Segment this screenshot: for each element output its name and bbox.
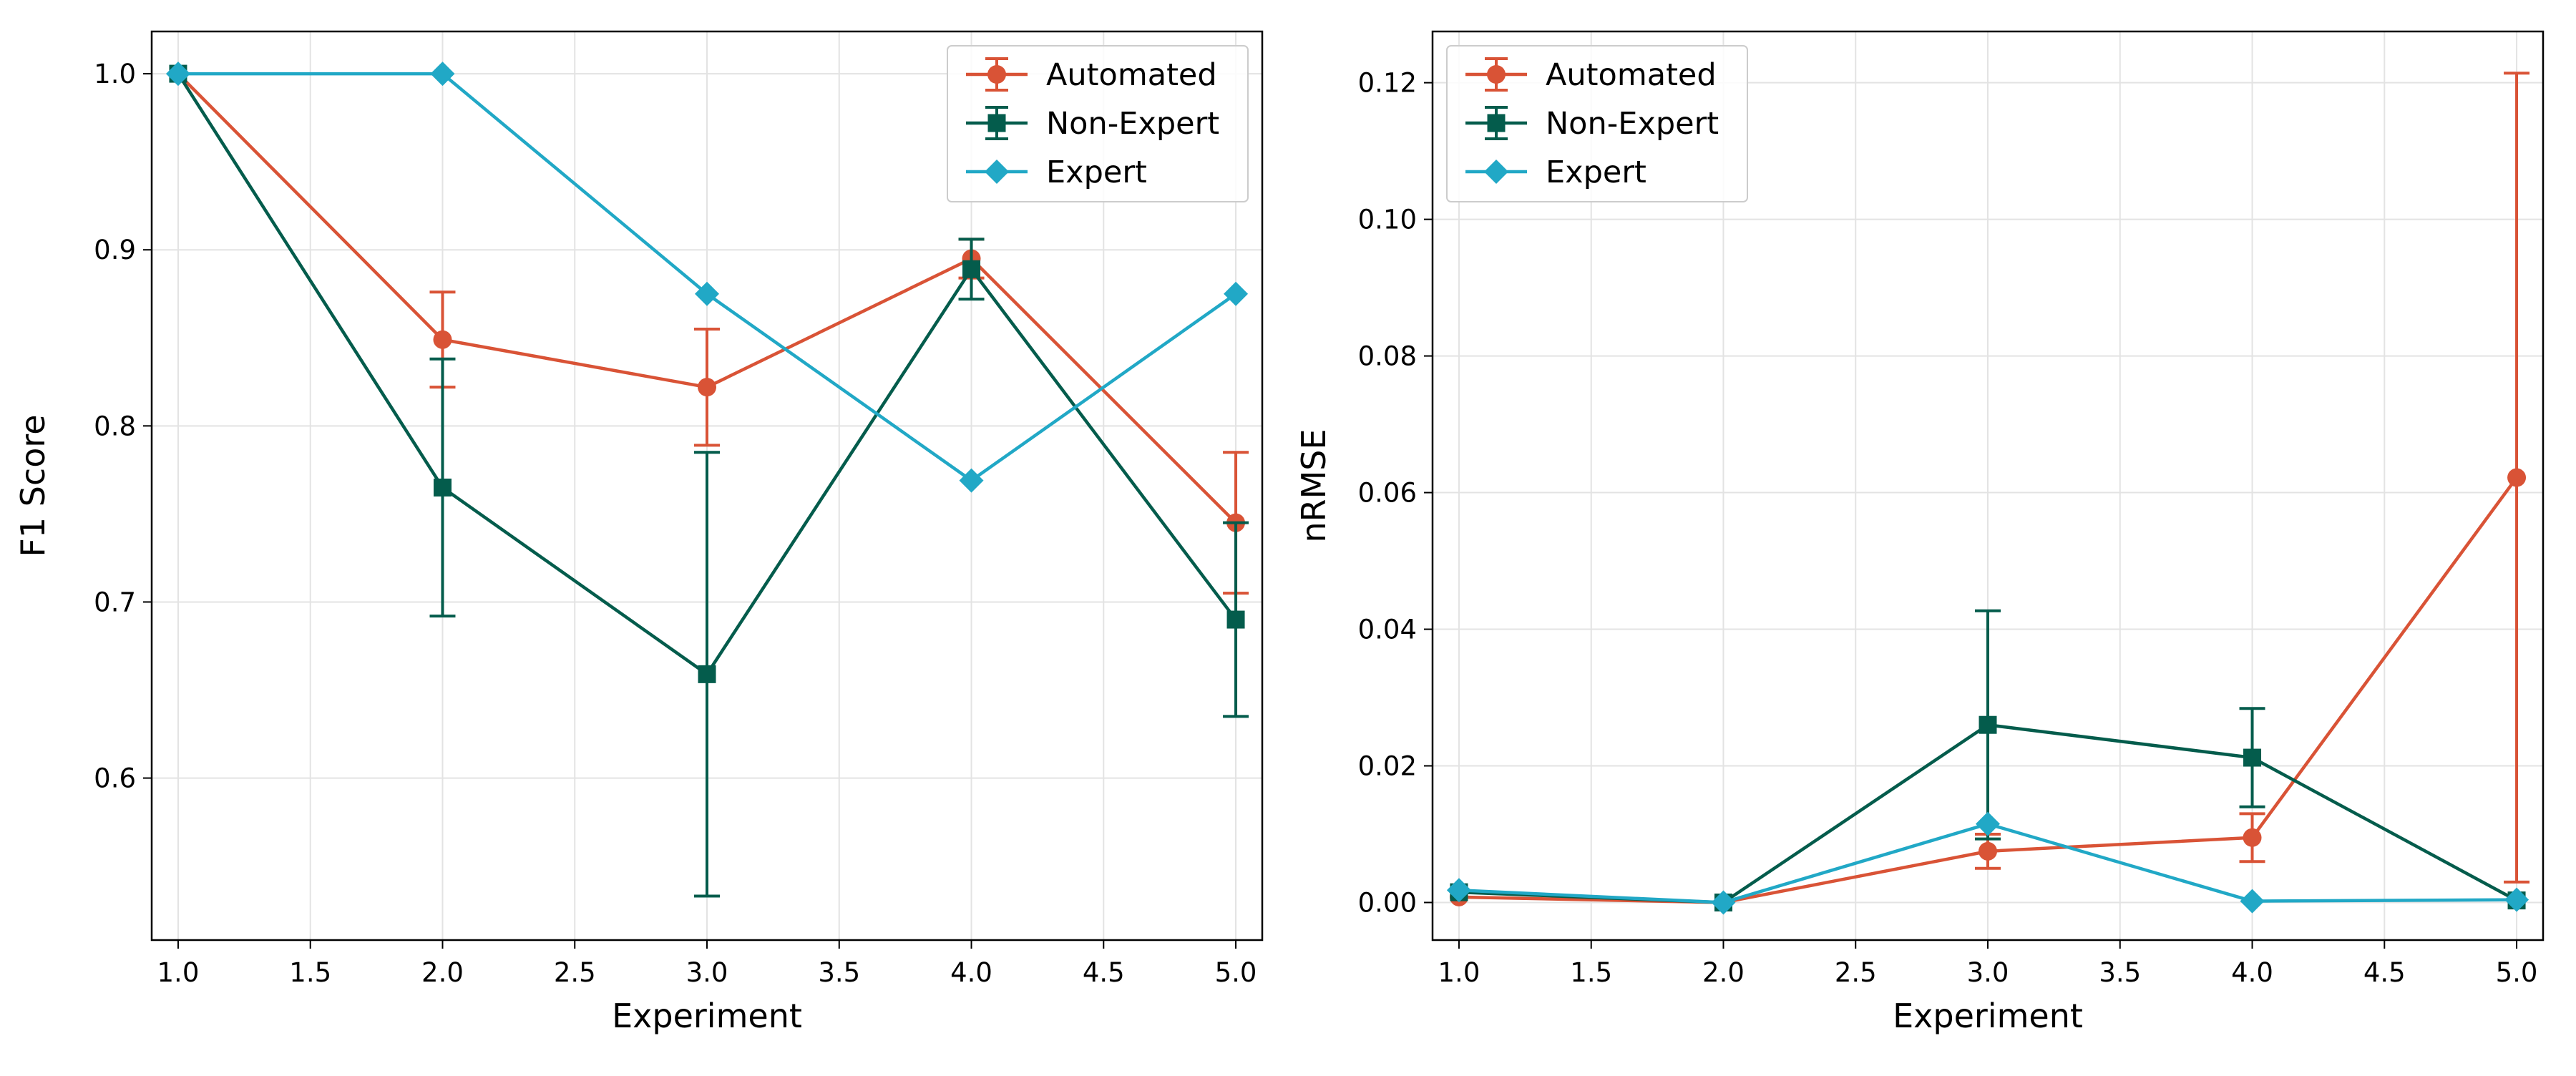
data-point [959, 468, 984, 493]
x-tick-label: 4.5 [2363, 957, 2406, 988]
x-tick-label: 1.5 [1570, 957, 1612, 988]
y-tick-label: 0.02 [1358, 751, 1417, 782]
series-expert [165, 62, 1249, 493]
data-point [1979, 841, 1997, 861]
chart-panel-2: 1.0 1.5 2.0 2.5 3.0 3.5 4.0 4.5 5.0 0.00 0.02 0.04 0… [1294, 30, 2545, 1035]
x-tick-label: 3.0 [686, 957, 728, 988]
data-point [2507, 468, 2527, 487]
x-axis-label: Experiment [612, 997, 802, 1035]
x-tick-label: 3.0 [1967, 957, 2009, 988]
data-point [1446, 878, 1471, 903]
x-tick-label: 2.0 [421, 957, 464, 988]
data-point [433, 478, 452, 497]
legend-box [947, 45, 1249, 202]
legend-label: Non-Expert [1046, 106, 1219, 142]
x-tick-label: 1.0 [157, 957, 200, 988]
data-point [1224, 281, 1249, 306]
legend-marker [1484, 160, 1508, 184]
legend-label: Automated [1546, 57, 1717, 93]
data-point [1979, 715, 1997, 734]
plot-frame [150, 30, 1264, 942]
y-tick-label: 1.0 [94, 59, 136, 89]
data-point [1976, 811, 2000, 836]
data-point [2243, 748, 2262, 767]
x-tick-label: 5.0 [2496, 957, 2538, 988]
data-point [698, 378, 716, 397]
data-point [2240, 889, 2265, 914]
x-tick-label: 2.0 [1702, 957, 1745, 988]
legend-label: Non-Expert [1546, 106, 1719, 142]
data-point [430, 62, 455, 87]
legend-marker [1487, 114, 1506, 132]
legend-marker [985, 160, 1009, 184]
x-tick-label: 5.0 [1215, 957, 1257, 988]
x-tick-label: 3.5 [818, 957, 860, 988]
data-point [2243, 828, 2262, 847]
x-axis-label: Experiment [1893, 997, 2083, 1035]
chart-panel-1: 1.0 1.5 2.0 2.5 3.0 3.5 4.0 4.5 5.0 0.6 0.7 0.8 0.9 1… [14, 30, 1264, 1035]
x-tick-label: 4.0 [950, 957, 992, 988]
data-point [433, 330, 452, 349]
data-point [698, 665, 716, 683]
y-axis-label: nRMSE [1294, 429, 1333, 542]
x-tick-label: 2.5 [554, 957, 596, 988]
legend-marker [987, 65, 1006, 84]
series-non-expert [169, 64, 1249, 898]
legend-box [1446, 45, 1748, 202]
plot-frame [1431, 30, 2545, 942]
data-point [1226, 610, 1245, 629]
data-point [695, 281, 719, 306]
y-tick-label: 0.7 [94, 587, 136, 617]
x-tick-label: 1.0 [1438, 957, 1480, 988]
y-tick-label: 0.00 [1358, 887, 1417, 918]
legend-label: Automated [1046, 57, 1217, 93]
legend-marker [1487, 65, 1506, 84]
y-tick-label: 0.10 [1358, 205, 1417, 235]
legend-label: Expert [1046, 155, 1147, 190]
legend-marker [987, 114, 1006, 132]
y-tick-label: 0.12 [1358, 68, 1417, 99]
y-tick-label: 0.6 [94, 763, 136, 794]
x-tick-label: 2.5 [1835, 957, 1877, 988]
x-tick-label: 4.0 [2231, 957, 2273, 988]
y-tick-label: 0.08 [1358, 341, 1417, 372]
series-expert [1446, 811, 2529, 915]
x-tick-label: 1.5 [289, 957, 331, 988]
data-point [962, 260, 981, 278]
x-tick-label: 3.5 [2099, 957, 2141, 988]
x-tick-label: 4.5 [1083, 957, 1125, 988]
legend: Automated Non-Expert Expert [947, 45, 1249, 202]
y-axis-label: F1 Score [14, 414, 52, 557]
y-tick-label: 0.06 [1358, 478, 1417, 509]
y-tick-label: 0.8 [94, 411, 136, 441]
y-tick-label: 0.9 [94, 235, 136, 265]
data-point [1711, 890, 1736, 915]
legend-label: Expert [1546, 155, 1646, 190]
data-point [2504, 887, 2529, 912]
legend: Automated Non-Expert Expert [1446, 45, 1748, 202]
y-tick-label: 0.04 [1358, 615, 1417, 645]
data-point [165, 62, 190, 87]
